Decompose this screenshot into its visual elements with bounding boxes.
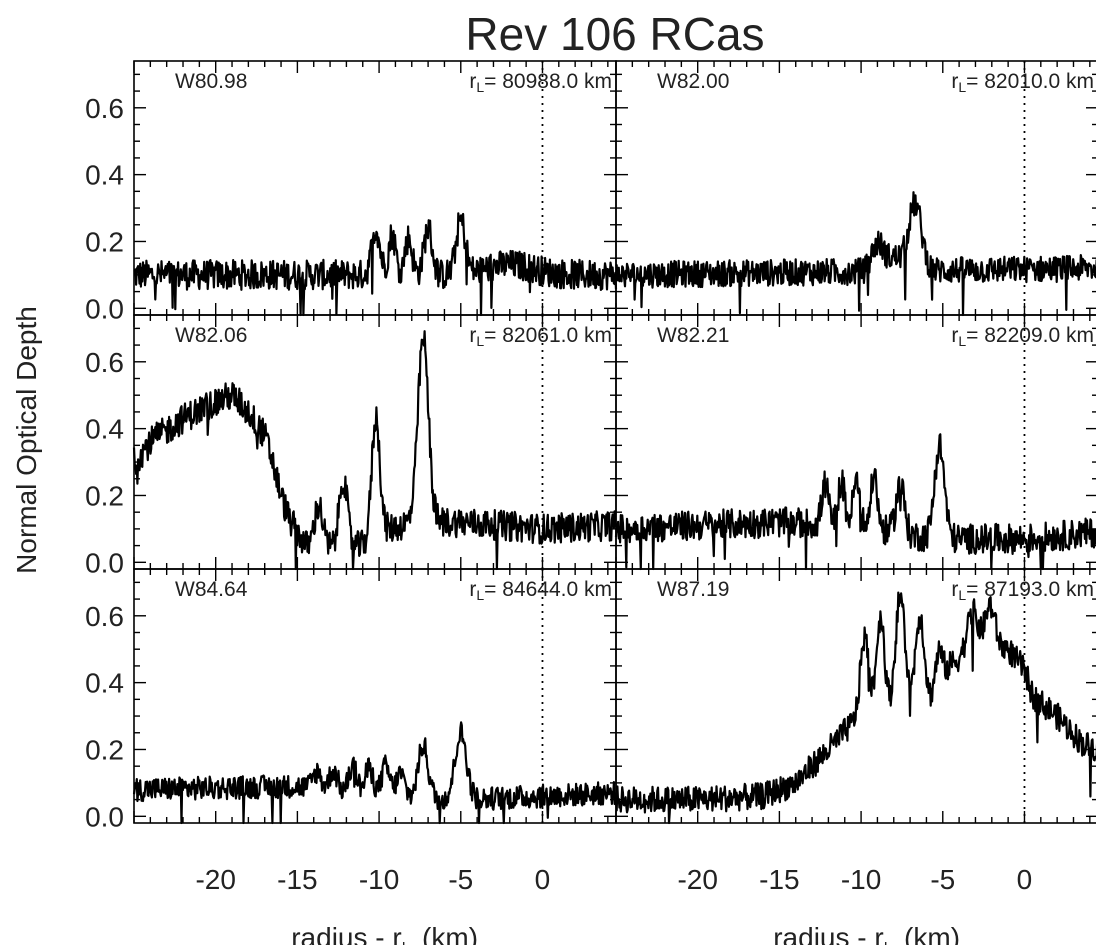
x-tick-label: -10 [359, 864, 399, 895]
panel-w84.64: 0.0 0.2 0.4 0.6 -20 -15 -10 -5 0 radius - rL(km) W… [85, 568, 618, 945]
x-axis-label: radius - rL(km) [291, 922, 478, 945]
panel-w82.21: W82.21 rL= 82209.0 km [614, 314, 1096, 571]
panel-rl-label: rL= 82061.0 km [469, 324, 612, 349]
panel-w82.00: W82.00 rL= 82010.0 km [615, 60, 1096, 317]
series-line-w87.19 [614, 591, 1096, 825]
y-tick-label: 0.6 [85, 347, 124, 378]
series-line-w82.00 [615, 191, 1096, 317]
x-tick-label: 0 [535, 864, 551, 895]
panel-rl-label: rL= 87193.0 km [951, 578, 1094, 603]
panels-group: 0.0 0.2 0.4 0.6 W80.98 rL= 80988.0 km W82.00 rL… [85, 60, 1096, 945]
chart-title: Rev 106 RCas [465, 8, 764, 60]
y-tick-label: 0.0 [85, 547, 124, 578]
y-tick-label: 0.4 [85, 414, 124, 445]
y-axis-label: Normal Optical Depth [11, 306, 42, 574]
panel-rl-label: rL= 80988.0 km [469, 70, 612, 95]
panel-rl-label: rL= 82010.0 km [951, 70, 1094, 95]
panel-name-label: W87.19 [657, 578, 729, 601]
x-axis-label: radius - rL(km) [773, 922, 960, 945]
y-tick-label: 0.2 [85, 226, 124, 257]
panel-w80.98: 0.0 0.2 0.4 0.6 W80.98 rL= 80988.0 km [85, 60, 618, 324]
y-tick-label: 0.6 [85, 601, 124, 632]
panel-name-label: W82.21 [657, 324, 729, 347]
panel-name-label: W82.00 [657, 70, 729, 93]
panel-name-label: W82.06 [175, 324, 247, 347]
panel-w87.19: -20 -15 -10 -5 0 radius - rL(km) W87.19 rL= 871… [614, 568, 1096, 945]
y-tick-label: 0.4 [85, 668, 124, 699]
y-tick-label: 0.6 [85, 93, 124, 124]
panel-w82.06: 0.0 0.2 0.4 0.6 W82.06 rL= 82061.0 km [85, 314, 618, 578]
x-tick-label: -10 [841, 864, 881, 895]
x-tick-label: 0 [1017, 864, 1033, 895]
x-tick-label: -5 [448, 864, 473, 895]
y-tick-label: 0.2 [85, 734, 124, 765]
y-tick-label: 0.0 [85, 801, 124, 832]
x-tick-label: -20 [677, 864, 717, 895]
y-tick-label: 0.0 [85, 293, 124, 324]
x-tick-label: -20 [195, 864, 235, 895]
panel-name-label: W84.64 [175, 578, 248, 601]
series-line-w80.98 [133, 212, 618, 317]
panel-name-label: W80.98 [175, 70, 247, 93]
series-line-w84.64 [132, 721, 618, 825]
series-line-w82.21 [614, 433, 1096, 571]
panel-rl-label: rL= 84644.0 km [469, 578, 612, 603]
series-line-w82.06 [132, 330, 618, 571]
y-tick-label: 0.4 [85, 160, 124, 191]
panel-frame [615, 568, 1096, 824]
x-tick-label: -15 [277, 864, 317, 895]
x-tick-label: -5 [930, 864, 955, 895]
x-tick-label: -15 [759, 864, 799, 895]
panel-rl-label: rL= 82209.0 km [951, 324, 1094, 349]
y-tick-label: 0.2 [85, 480, 124, 511]
